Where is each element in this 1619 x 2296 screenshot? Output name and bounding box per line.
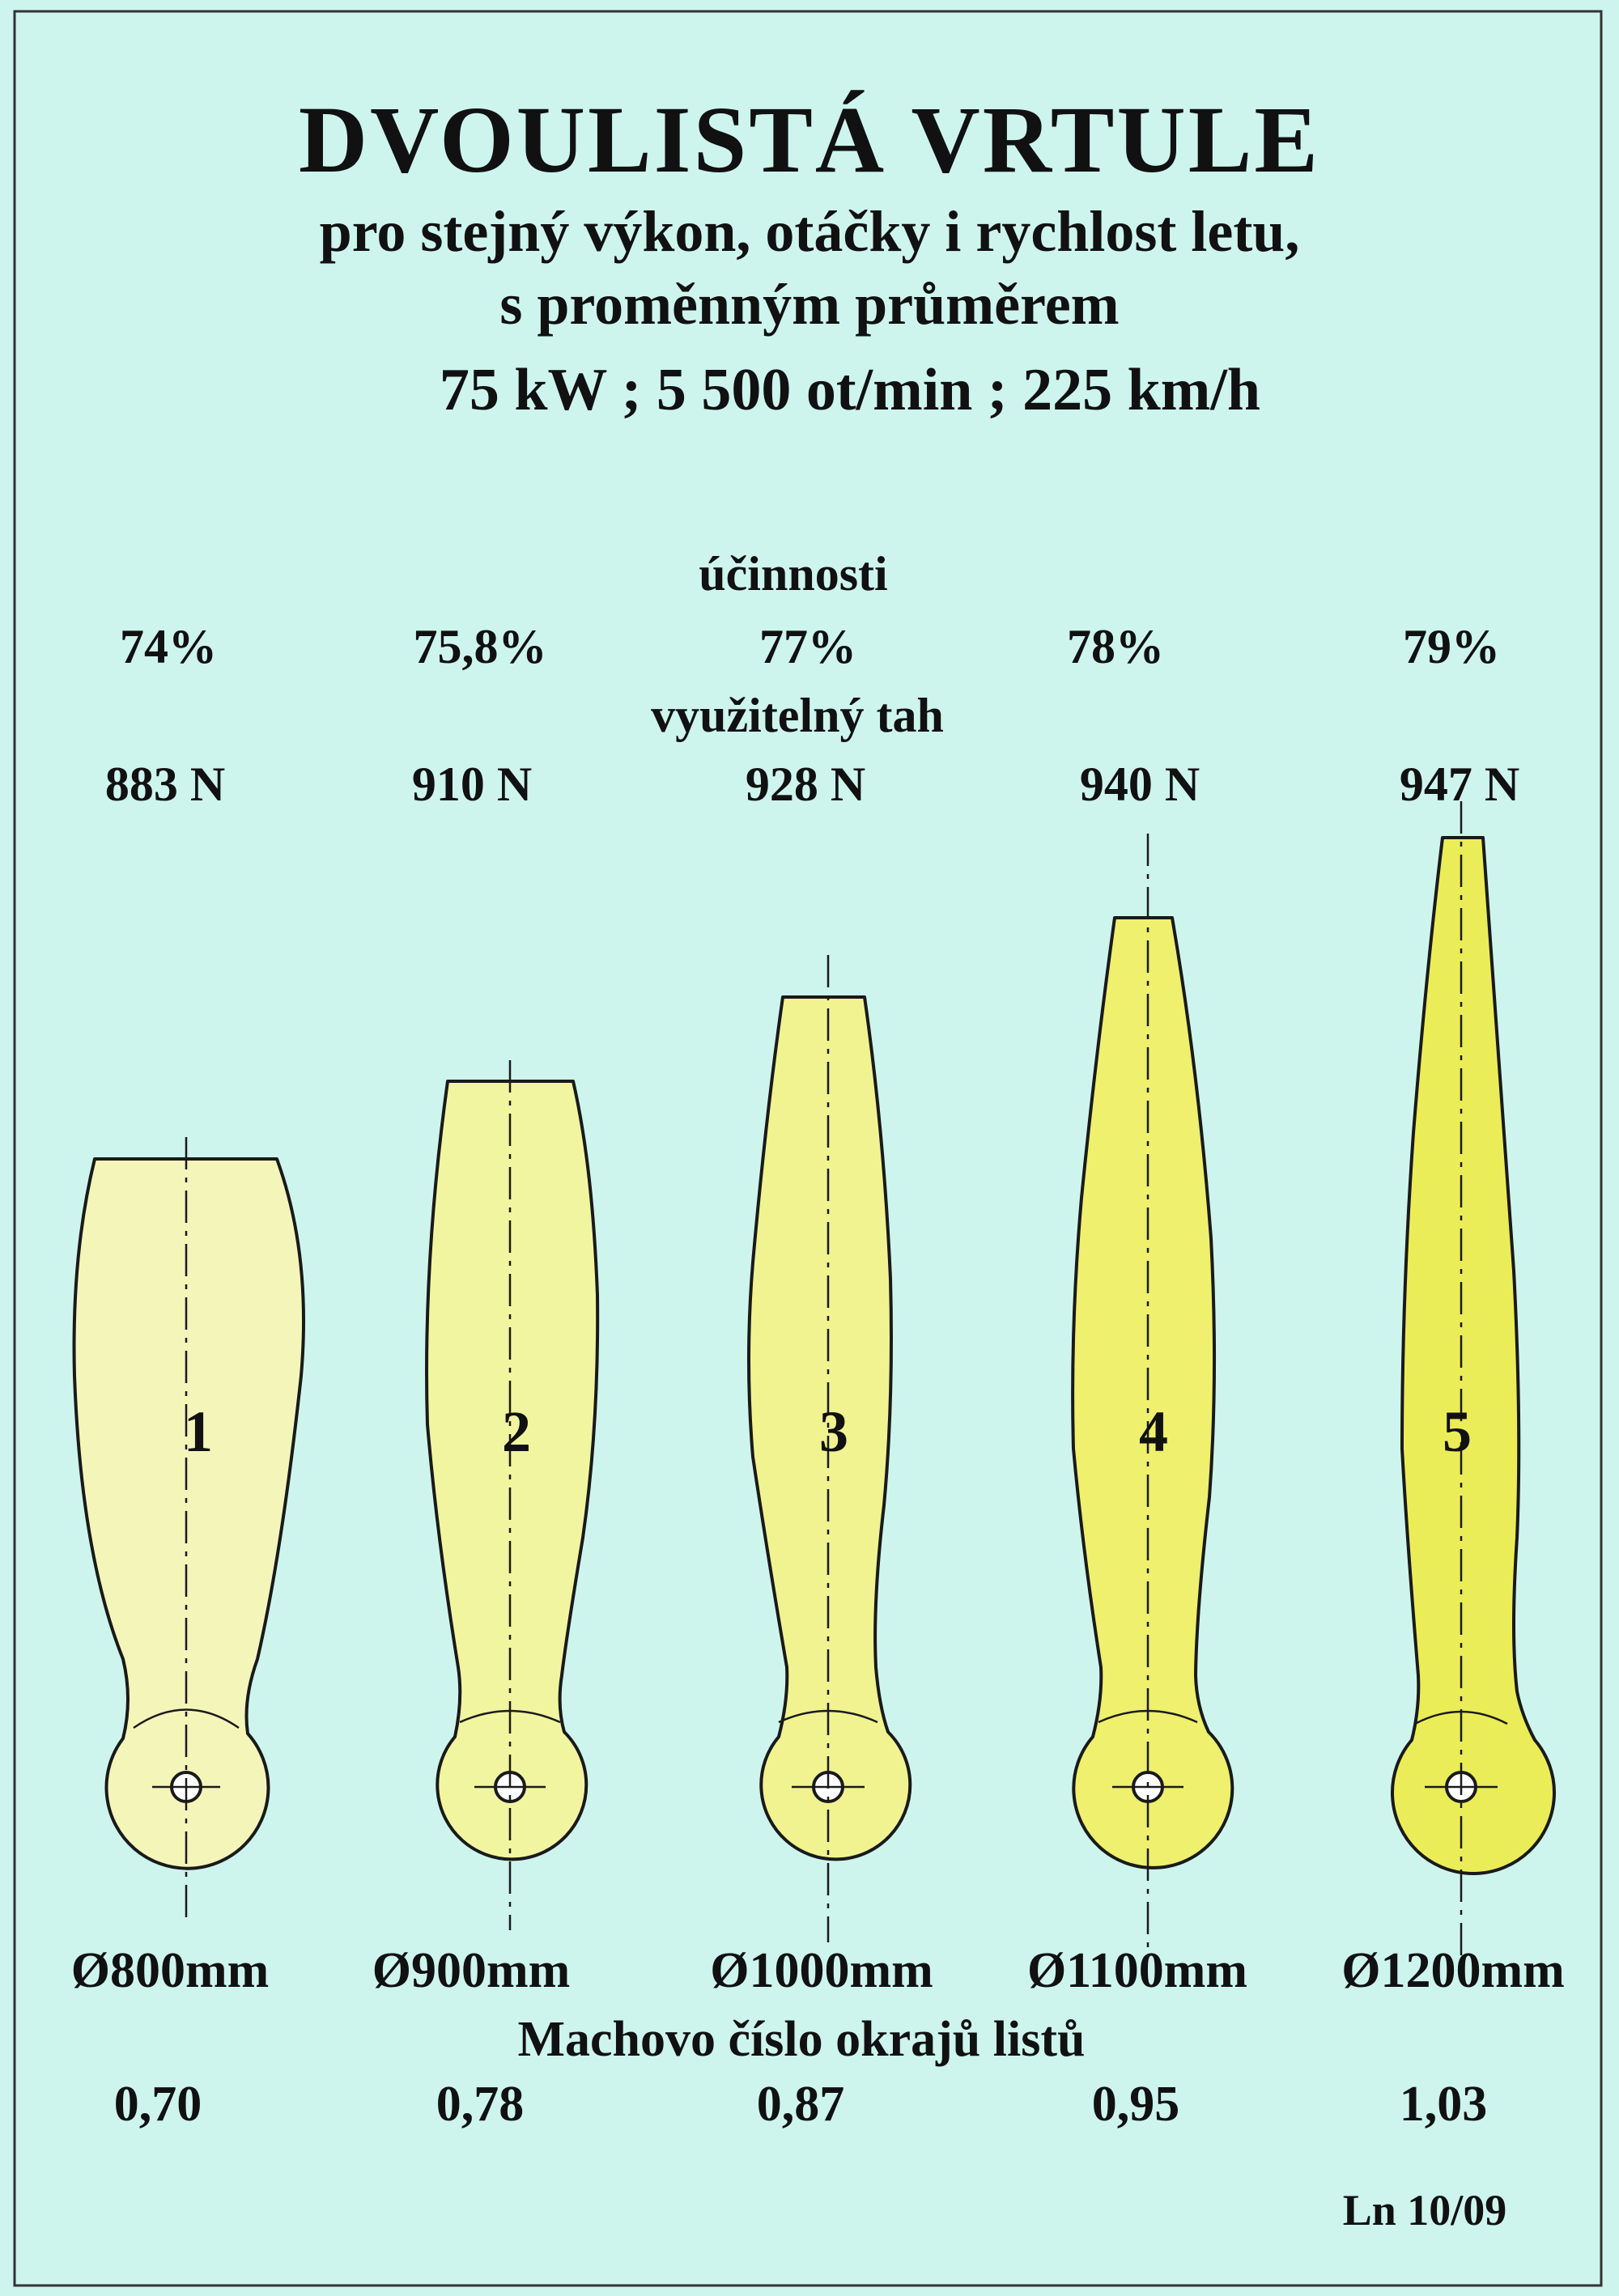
mach-value-2: 0,78: [326, 2076, 634, 2133]
blade-4: [1073, 918, 1232, 1868]
diameter-5: Ø1200mm: [1291, 1942, 1615, 2000]
blade-number-3: 3: [793, 1398, 874, 1466]
diameter-3: Ø1000mm: [660, 1942, 984, 2000]
blade-number-5: 5: [1417, 1398, 1498, 1466]
blade-1-outline: [74, 1159, 304, 1869]
blade-4-outline: [1073, 918, 1232, 1868]
blade-5-outline: [1392, 838, 1554, 1874]
mach-value-5: 1,03: [1290, 2076, 1597, 2133]
diameter-1: Ø800mm: [8, 1942, 332, 2000]
mach-value-3: 0,87: [647, 2076, 954, 2133]
blade-number-2: 2: [476, 1398, 557, 1466]
mach-value-1: 0,70: [4, 2076, 312, 2133]
credit-label: Ln 10/09: [1263, 2185, 1587, 2235]
diameter-2: Ø900mm: [309, 1942, 633, 2000]
blade-1: [74, 1159, 304, 1869]
blade-2-outline: [427, 1081, 597, 1859]
blade-number-4: 4: [1113, 1398, 1194, 1466]
blade-number-1: 1: [158, 1398, 239, 1466]
blade-2: [427, 1081, 597, 1859]
mach-value-4: 0,95: [982, 2076, 1290, 2133]
diameter-4: Ø1100mm: [975, 1942, 1299, 2000]
blade-5: [1392, 838, 1554, 1874]
